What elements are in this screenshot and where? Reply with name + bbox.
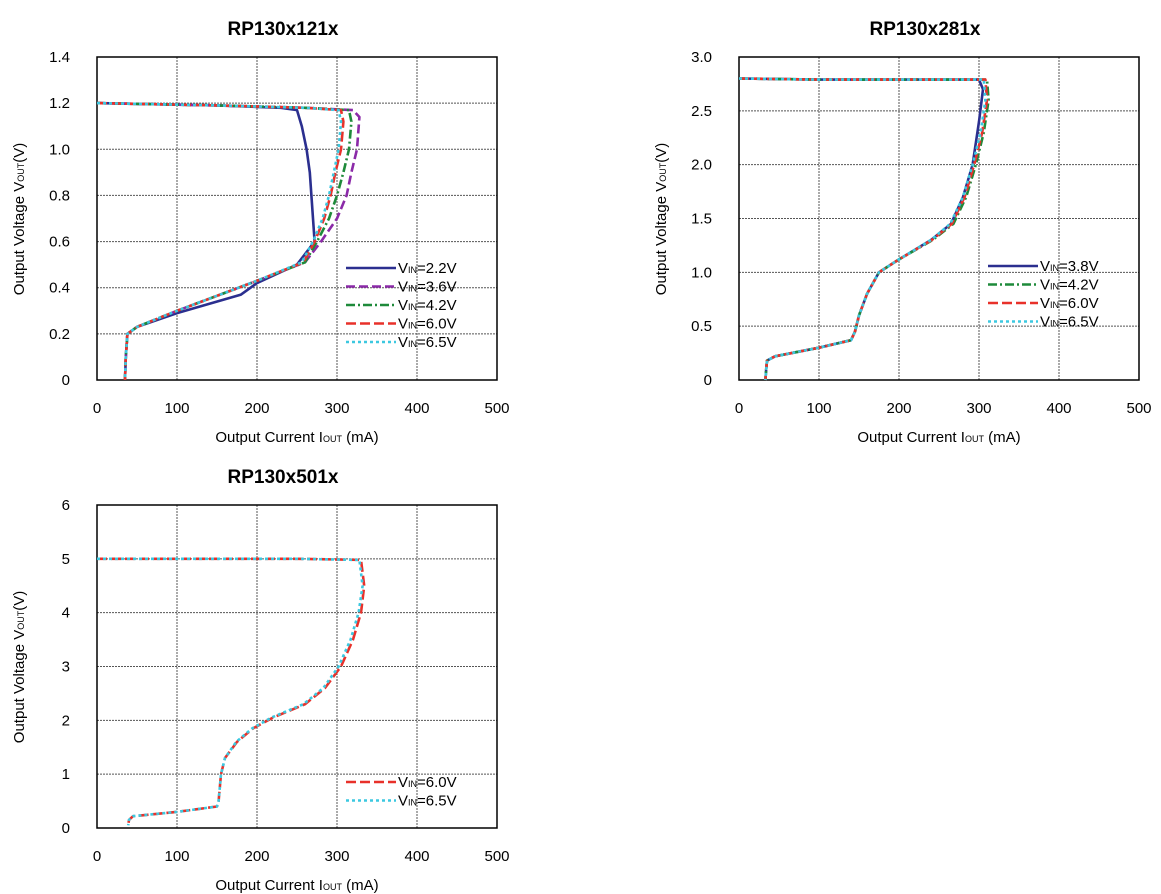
y-tick-label: 0.5 (691, 318, 712, 335)
plot-frame (738, 56, 1140, 381)
x-tick-label: 0 (735, 400, 743, 417)
series-line-1 (97, 557, 366, 826)
legend-label: VIN=6.5V (398, 334, 457, 351)
x-tick-label: 400 (404, 400, 429, 417)
chart-title: RP130x121x (228, 19, 339, 40)
chart-title: RP130x281x (870, 19, 981, 40)
y-tick-label: 0 (62, 372, 70, 389)
x-tick-label: 300 (966, 400, 991, 417)
legend-label: VIN=6.0V (1040, 295, 1099, 312)
legend-label: VIN=6.0V (398, 316, 457, 333)
legend-label: VIN=3.6V (398, 279, 457, 296)
y-tick-label: 1.0 (49, 141, 70, 158)
series-line-4 (97, 101, 345, 381)
chart-panel-3: RP130x501x 0 100 200 300 400 500 0 1 2 3 4 5 6 Output … (11, 467, 510, 894)
y-tick-label: 4 (62, 605, 70, 622)
series-line-5 (97, 101, 343, 381)
y-tick-label: 2.5 (691, 103, 712, 120)
y-axis-label: Output Voltage VOUT(V) (11, 591, 28, 743)
x-tick-label: 300 (324, 400, 349, 417)
y-tick-label: 0 (704, 372, 712, 389)
x-tick-label: 0 (93, 400, 101, 417)
legend-label: VIN=2.2V (398, 260, 457, 277)
x-tick-label: 400 (404, 848, 429, 865)
x-tick-label: 300 (324, 848, 349, 865)
chart-title: RP130x501x (228, 467, 339, 488)
series-line-2 (739, 77, 990, 381)
chart-panel-1: RP130x121x 0 100 200 300 400 500 0 0.2 0.4 0.6 0.8 1… (11, 19, 510, 446)
legend-label: VIN=6.0V (398, 774, 457, 791)
series-line-3 (97, 101, 353, 381)
legend-label: VIN=6.5V (1040, 314, 1099, 331)
y-tick-label: 3 (62, 659, 70, 676)
x-tick-label: 500 (1126, 400, 1151, 417)
y-tick-label: 2 (62, 712, 70, 729)
y-axis-label: Output Voltage VOUT(V) (11, 143, 28, 295)
x-tick-label: 500 (484, 848, 509, 865)
y-tick-label: 1.5 (691, 211, 712, 228)
legend: VIN=6.0V VIN=6.5V (346, 774, 457, 810)
y-tick-label: 0.4 (49, 280, 70, 297)
x-tick-label: 200 (244, 400, 269, 417)
series-line-2 (97, 557, 364, 826)
x-tick-label: 100 (164, 848, 189, 865)
y-tick-label: 1.0 (691, 264, 712, 281)
x-axis-label: Output Current IOUT (mA) (857, 429, 1020, 446)
y-tick-label: 3.0 (691, 49, 712, 66)
y-tick-label: 1.2 (49, 95, 70, 112)
y-tick-label: 0 (62, 820, 70, 837)
chart-panel-2: RP130x281x 0 100 200 300 400 500 0 0.5 1.0 1.5 2.0 2… (653, 19, 1152, 446)
x-tick-label: 0 (93, 848, 101, 865)
x-tick-label: 500 (484, 400, 509, 417)
y-tick-label: 0.6 (49, 234, 70, 251)
x-axis-label: Output Current IOUT (mA) (215, 429, 378, 446)
x-tick-label: 200 (244, 848, 269, 865)
legend-label: VIN=4.2V (1040, 277, 1099, 294)
y-tick-label: 1 (62, 766, 70, 783)
y-axis-label: Output Voltage VOUT(V) (653, 143, 670, 295)
x-tick-label: 400 (1046, 400, 1071, 417)
series-line-3 (739, 77, 989, 381)
plot-frame (96, 504, 498, 829)
y-tick-label: 2.0 (691, 157, 712, 174)
legend-label: VIN=6.5V (398, 793, 457, 810)
y-tick-label: 0.8 (49, 187, 70, 204)
series-line-1 (739, 77, 985, 381)
x-tick-label: 200 (886, 400, 911, 417)
series-line-4 (739, 77, 987, 381)
legend-label: VIN=3.8V (1040, 258, 1099, 275)
plot-frame (96, 56, 498, 381)
y-tick-label: 1.4 (49, 49, 70, 66)
x-tick-label: 100 (164, 400, 189, 417)
x-axis-label: Output Current IOUT (mA) (215, 877, 378, 894)
y-tick-label: 0.2 (49, 326, 70, 343)
x-tick-label: 100 (806, 400, 831, 417)
legend-label: VIN=4.2V (398, 297, 457, 314)
y-tick-label: 6 (62, 497, 70, 514)
y-tick-label: 5 (62, 551, 70, 568)
